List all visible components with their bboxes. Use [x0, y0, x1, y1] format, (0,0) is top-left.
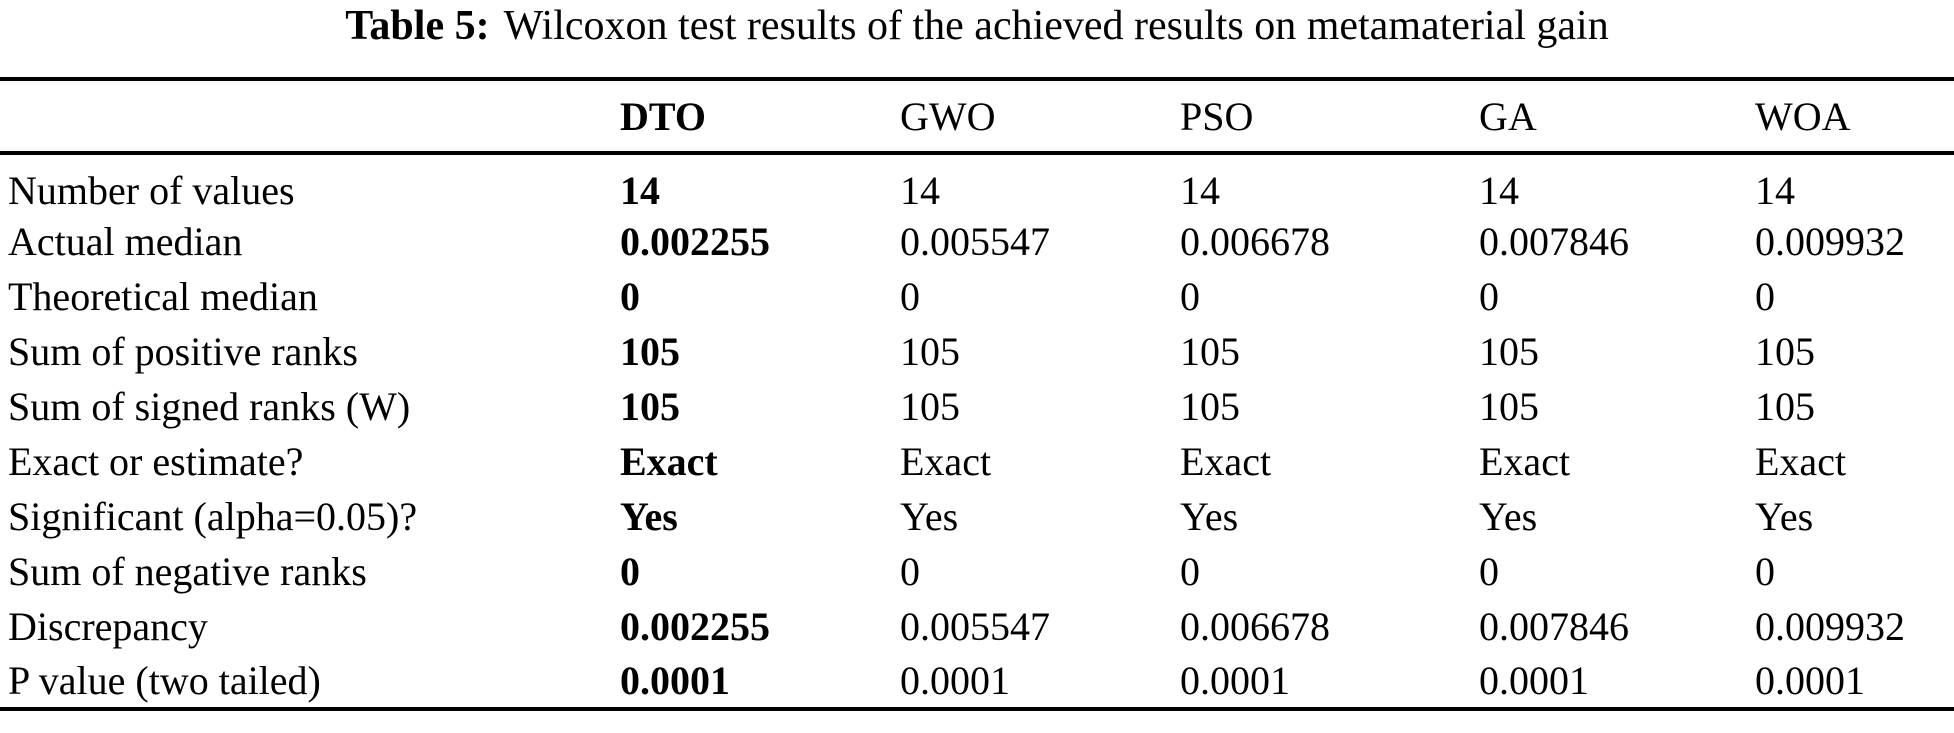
cell-gwo: 14 — [900, 168, 940, 213]
cell-gwo: 0.005547 — [900, 219, 1050, 264]
cell-dto: 0.002255 — [620, 219, 770, 264]
column-header-gwo: GWO — [900, 93, 996, 139]
cell-dto: 0 — [620, 549, 640, 594]
cell-pso: 105 — [1180, 384, 1240, 429]
cell-ga: 105 — [1479, 329, 1539, 374]
table-header: DTO GWO PSO GA WOA — [0, 79, 1954, 153]
table-row: Number of values 14 14 14 14 14 — [0, 153, 1954, 214]
column-header-ga: GA — [1479, 93, 1537, 139]
table-row: Sum of negative ranks 0 0 0 0 0 — [0, 544, 1954, 599]
cell-pso: 0.006678 — [1180, 219, 1330, 264]
header-row: DTO GWO PSO GA WOA — [0, 79, 1954, 153]
cell-pso: 0.0001 — [1180, 658, 1290, 703]
cell-pso: Exact — [1180, 439, 1272, 484]
cell-ga: 0 — [1479, 549, 1499, 594]
cell-woa: Yes — [1755, 494, 1814, 539]
row-label: Number of values — [8, 168, 295, 213]
cell-woa: 105 — [1755, 329, 1815, 374]
row-label: Exact or estimate? — [8, 439, 304, 484]
cell-gwo: 0.0001 — [900, 658, 1010, 703]
cell-pso: 14 — [1180, 168, 1220, 213]
cell-ga: 0.007846 — [1479, 219, 1629, 264]
cell-ga: 105 — [1479, 384, 1539, 429]
row-label: Sum of signed ranks (W) — [8, 384, 411, 429]
cell-ga: 14 — [1479, 168, 1519, 213]
row-label: P value (two tailed) — [8, 658, 321, 703]
table-caption-text: Wilcoxon test results of the achieved re… — [503, 3, 1609, 49]
cell-woa: Exact — [1755, 439, 1847, 484]
table-caption-number: Table 5: — [345, 3, 490, 49]
row-label: Actual median — [8, 219, 243, 264]
table-row: P value (two tailed) 0.0001 0.0001 0.000… — [0, 654, 1954, 709]
cell-pso: 105 — [1180, 329, 1240, 374]
cell-woa: 0.009932 — [1755, 219, 1905, 264]
cell-dto: 0.0001 — [620, 658, 730, 703]
table-row: Discrepancy 0.002255 0.005547 0.006678 0… — [0, 599, 1954, 654]
cell-dto: 105 — [620, 384, 680, 429]
row-label: Sum of negative ranks — [8, 549, 367, 594]
cell-dto: Yes — [620, 494, 678, 539]
cell-ga: 0.0001 — [1479, 658, 1589, 703]
cell-ga: Yes — [1479, 494, 1538, 539]
cell-gwo: 0 — [900, 549, 920, 594]
cell-pso: 0.006678 — [1180, 604, 1330, 649]
column-header-metric — [0, 79, 620, 153]
cell-dto: Exact — [620, 439, 718, 484]
cell-ga: 0 — [1479, 274, 1499, 319]
cell-woa: 0 — [1755, 274, 1775, 319]
table-row: Actual median 0.002255 0.005547 0.006678… — [0, 214, 1954, 269]
row-label: Discrepancy — [8, 604, 208, 649]
cell-ga: 0.007846 — [1479, 604, 1629, 649]
table-row: Sum of signed ranks (W) 105 105 105 105 … — [0, 379, 1954, 434]
cell-gwo: Exact — [900, 439, 992, 484]
cell-dto: 0 — [620, 274, 640, 319]
cell-gwo: 105 — [900, 329, 960, 374]
column-header-dto: DTO — [620, 93, 706, 139]
table-body: Number of values 14 14 14 14 14 Actual m… — [0, 153, 1954, 709]
cell-gwo: 0.005547 — [900, 604, 1050, 649]
cell-gwo: 105 — [900, 384, 960, 429]
cell-dto: 14 — [620, 168, 660, 213]
cell-pso: 0 — [1180, 549, 1200, 594]
cell-pso: 0 — [1180, 274, 1200, 319]
table-row: Significant (alpha=0.05)? Yes Yes Yes Ye… — [0, 489, 1954, 544]
table-row: Theoretical median 0 0 0 0 0 — [0, 269, 1954, 324]
cell-woa: 0.0001 — [1755, 658, 1865, 703]
table-row: Sum of positive ranks 105 105 105 105 10… — [0, 324, 1954, 379]
cell-dto: 105 — [620, 329, 680, 374]
cell-woa: 14 — [1755, 168, 1795, 213]
cell-pso: Yes — [1180, 494, 1239, 539]
cell-gwo: Yes — [900, 494, 959, 539]
cell-woa: 0 — [1755, 549, 1775, 594]
column-header-pso: PSO — [1180, 93, 1254, 139]
cell-ga: Exact — [1479, 439, 1571, 484]
table-row: Exact or estimate? Exact Exact Exact Exa… — [0, 434, 1954, 489]
cell-gwo: 0 — [900, 274, 920, 319]
row-label: Sum of positive ranks — [8, 329, 358, 374]
cell-woa: 0.009932 — [1755, 604, 1905, 649]
wilcoxon-results-table: DTO GWO PSO GA WOA Number of values 14 1… — [0, 77, 1954, 711]
cell-woa: 105 — [1755, 384, 1815, 429]
row-label: Theoretical median — [8, 274, 318, 319]
table-caption: Table 5: Wilcoxon test results of the ach… — [0, 2, 1954, 50]
row-label: Significant (alpha=0.05)? — [8, 494, 418, 539]
cell-dto: 0.002255 — [620, 604, 770, 649]
column-header-woa: WOA — [1755, 93, 1851, 139]
